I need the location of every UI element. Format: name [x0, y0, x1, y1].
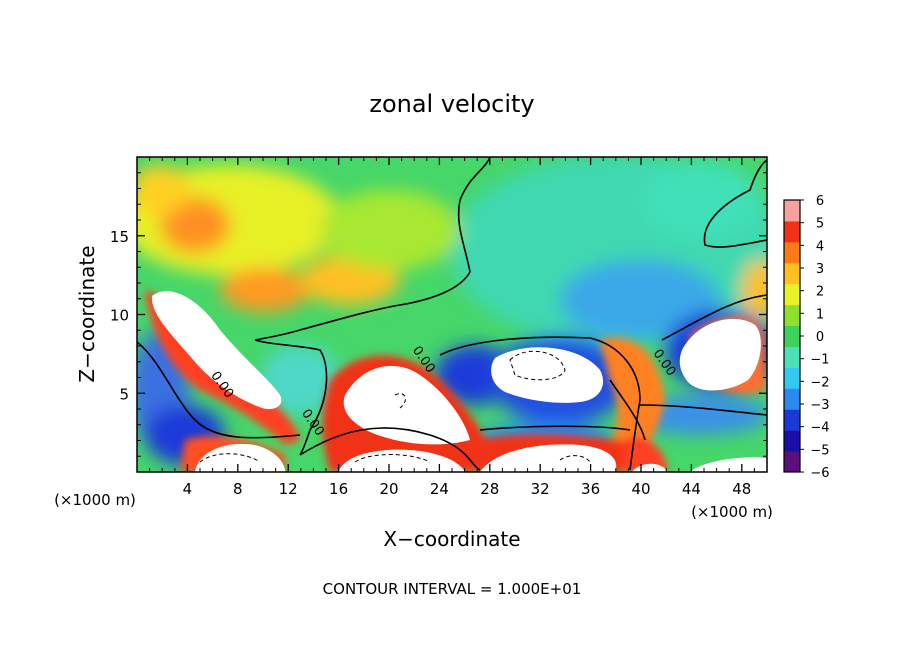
colorbar-tick-label: −4 [810, 421, 829, 436]
x-tick-label: 40 [631, 480, 650, 498]
y-tick-label: 10 [110, 307, 129, 325]
dashed-contours [199, 350, 591, 463]
x-tick-label: 24 [430, 480, 449, 498]
colorbar-tick-label: −3 [810, 398, 829, 413]
x-tick-label: 36 [581, 480, 600, 498]
colorbar-tick-label: 2 [816, 285, 824, 300]
colorbar-tick-label: 6 [816, 194, 824, 209]
colorbar-swatch [784, 304, 800, 327]
colorbar: 6 5 4 3 2 1 0 −1 −2 −3 −4 −5 −6 [783, 194, 830, 481]
x-tick-label: 4 [183, 480, 193, 498]
colorbar-swatch [784, 346, 800, 368]
colorbar-swatch [784, 283, 800, 306]
x-tick-label: 8 [233, 480, 243, 498]
colorbar-tick-label: 0 [816, 330, 824, 345]
y-tick-label: 15 [110, 228, 129, 246]
colorbar-tick-label: 1 [816, 307, 824, 322]
x-tick-label: 48 [732, 480, 751, 498]
colorbar-swatch [784, 388, 800, 410]
colorbar-swatch [784, 220, 800, 243]
x-axis-title: X−coordinate [383, 527, 520, 551]
colorbar-swatch [784, 325, 800, 347]
x-axis-ticks: 4 8 12 16 20 24 28 32 36 40 44 48 [149, 157, 755, 498]
x-tick-label: 12 [279, 480, 298, 498]
colorbar-swatch [784, 241, 800, 264]
colorbar-tick-label: 3 [816, 262, 824, 277]
colorbar-swatch [784, 451, 800, 473]
colorbar-swatch [784, 430, 800, 452]
chart-title: zonal velocity [369, 90, 534, 118]
colorbar-swatch [784, 200, 800, 222]
x-tick-label: 44 [682, 480, 701, 498]
colorbar-swatch [784, 367, 800, 389]
x-tick-label: 32 [531, 480, 550, 498]
colorbar-swatch [784, 409, 800, 431]
colorbar-tick-label: 5 [816, 217, 824, 232]
colorbar-tick-label: −2 [810, 375, 829, 390]
y-axis-title: Z−coordinate [75, 245, 99, 382]
contour-lines [137, 157, 767, 471]
x-unit-right: (×1000 m) [691, 503, 773, 521]
colorbar-tick-label: 4 [816, 239, 824, 254]
colorbar-tick-label: −5 [810, 443, 829, 458]
x-tick-label: 20 [379, 480, 398, 498]
y-axis-ticks: 5 10 15 [110, 172, 767, 457]
x-tick-label: 28 [480, 480, 499, 498]
y-tick-label: 5 [119, 385, 129, 403]
heatmap-field [137, 157, 767, 472]
colorbar-tick-label: −6 [810, 466, 829, 481]
colorbar-tick-label: −1 [810, 353, 829, 368]
saturated-regions [151, 291, 767, 472]
colorbar-swatch [784, 262, 800, 285]
x-tick-label: 16 [329, 480, 348, 498]
x-unit-left: (×1000 m) [54, 491, 136, 509]
contour-interval-note: CONTOUR INTERVAL = 1.000E+01 [323, 580, 582, 598]
